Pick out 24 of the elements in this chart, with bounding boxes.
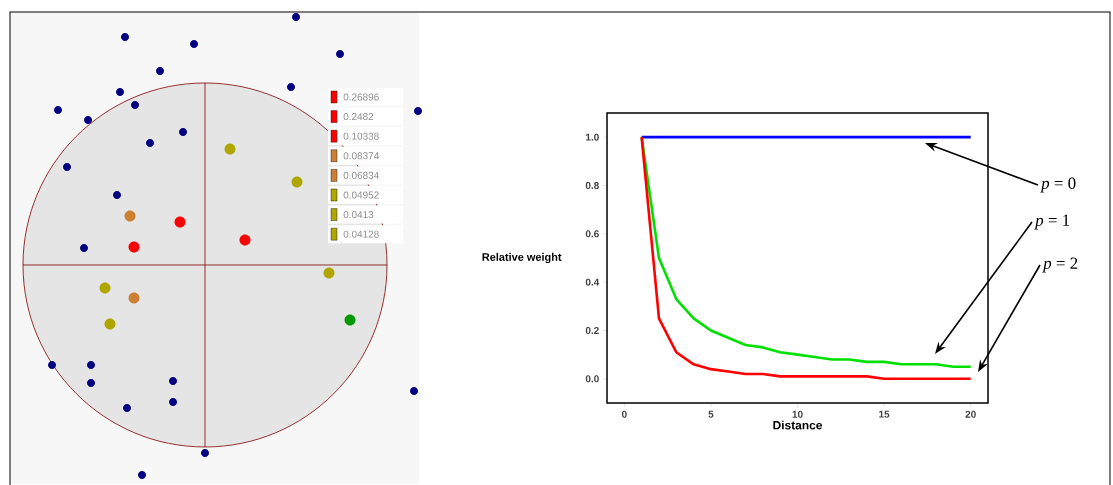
text: p = 0 xyxy=(1040,177,1076,193)
y-tick-label: 0.2 xyxy=(585,326,599,335)
text: 0.2482 xyxy=(343,113,374,121)
text: 0.04952 xyxy=(343,191,379,199)
y-tick-label: 0.4 xyxy=(585,278,600,286)
y-axis-title: Relative weight xyxy=(482,252,562,264)
text: p = 1 xyxy=(1034,214,1070,230)
y-tick-label: 1.0 xyxy=(586,133,599,141)
text: 0.26896 xyxy=(343,93,379,101)
y-tick-label: 0.8 xyxy=(585,181,599,190)
y-tick-label: 0.0 xyxy=(585,375,599,383)
text: 0.10338 xyxy=(343,132,379,140)
text: p = 2 xyxy=(1042,257,1078,273)
x-tick-label: 10 xyxy=(792,410,803,418)
y-tick-label: 0.6 xyxy=(585,230,599,238)
text: 0.0413 xyxy=(343,211,374,219)
x-tick-label: 5 xyxy=(708,410,714,418)
text: 0.08374 xyxy=(343,152,379,160)
x-axis-title: Distance xyxy=(773,420,823,430)
x-tick-label: 15 xyxy=(879,410,890,418)
text: 0.06834 xyxy=(343,171,379,179)
text: 0.04128 xyxy=(343,230,379,238)
x-tick-label: 20 xyxy=(965,410,976,418)
x-tick-label: 0 xyxy=(621,410,627,418)
